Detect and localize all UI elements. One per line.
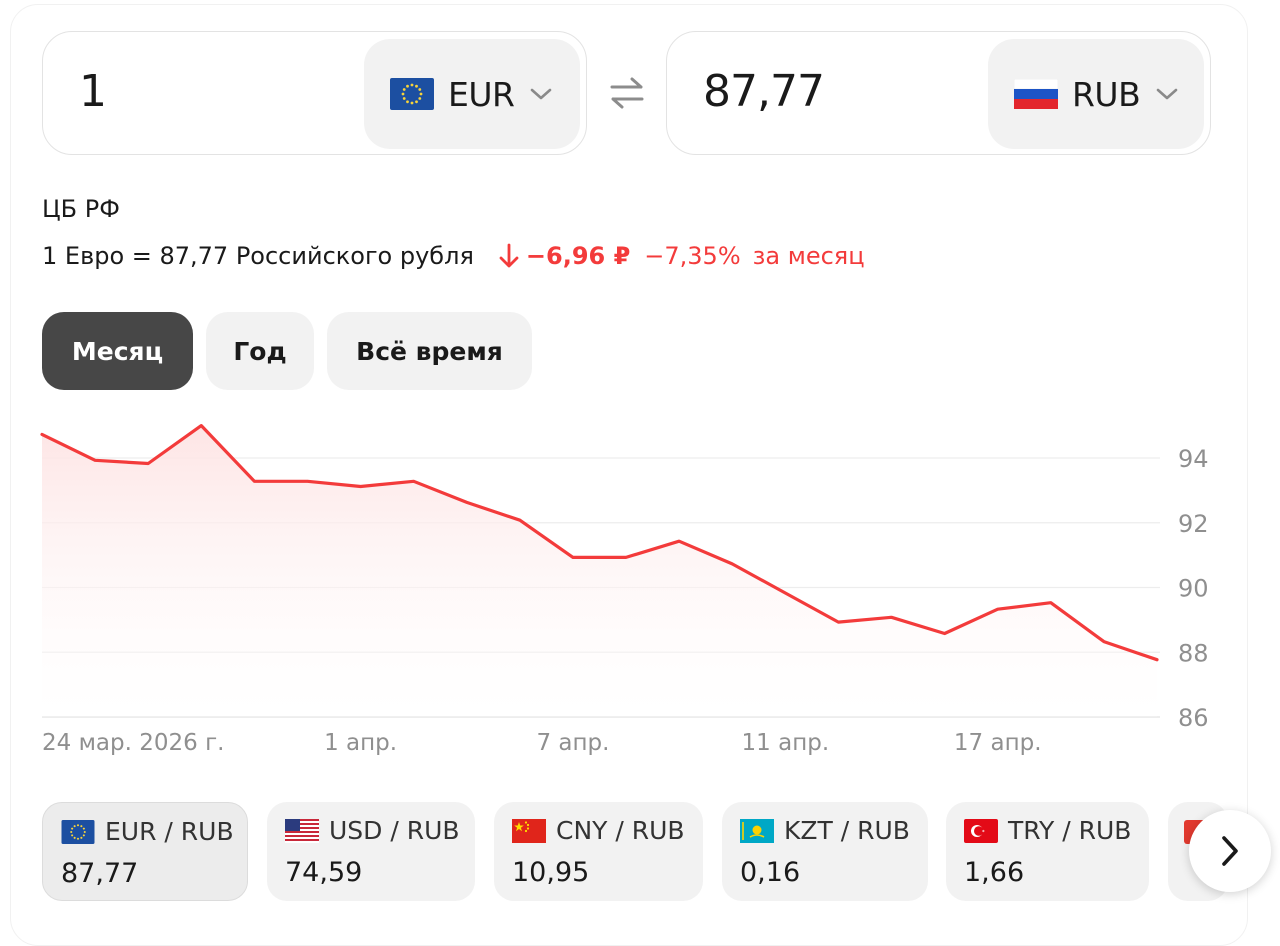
from-amount-input[interactable]: 1 (79, 66, 106, 117)
pair-kzt-rub[interactable]: KZT / RUB 0,16 (722, 802, 928, 901)
rate-summary: 1 Евро = 87,77 Российского рубля −6,96 ₽… (42, 242, 865, 270)
tr-flag-icon (964, 819, 998, 843)
chart-area-fill (42, 426, 1157, 717)
rate-change-period: за месяц (753, 242, 865, 270)
rate-chart: 94 92 90 88 86 24 мар. 2026 г. 1 апр. 7 апр. 11… (0, 400, 1280, 770)
x-tick-label: 11 апр. (742, 730, 830, 756)
pair-eur-rub[interactable]: EUR / RUB 87,77 (42, 802, 248, 901)
pair-name: CNY / RUB (556, 816, 685, 845)
tab-all-time[interactable]: Всё время (327, 312, 532, 390)
to-amount-input[interactable]: 87,77 (703, 66, 824, 117)
pair-value: 74,59 (285, 857, 362, 888)
arrow-down-icon (498, 243, 520, 269)
from-amount-box[interactable]: 1 EUR (42, 31, 587, 155)
pair-name: TRY / RUB (1008, 816, 1131, 845)
chevron-down-icon (530, 87, 552, 101)
rate-source: ЦБ РФ (42, 195, 120, 223)
to-currency-code: RUB (1072, 75, 1140, 114)
tab-year[interactable]: Год (206, 312, 314, 390)
tab-month[interactable]: Месяц (42, 312, 193, 390)
pair-name: EUR / RUB (105, 817, 234, 846)
pair-name: KZT / RUB (784, 816, 910, 845)
y-tick-label: 92 (1178, 510, 1209, 538)
eu-flag-icon (390, 78, 434, 110)
chevron-right-icon (1219, 834, 1241, 868)
y-tick-label: 88 (1178, 639, 1209, 667)
pair-cny-rub[interactable]: CNY / RUB 10,95 (494, 802, 703, 901)
pair-try-rub[interactable]: TRY / RUB 1,66 (946, 802, 1149, 901)
y-tick-label: 90 (1178, 575, 1209, 603)
chevron-down-icon (1156, 87, 1178, 101)
to-amount-box[interactable]: 87,77 RUB (666, 31, 1211, 155)
next-pairs-button[interactable] (1189, 810, 1271, 892)
x-tick-label: 7 апр. (536, 730, 609, 756)
y-tick-label: 86 (1178, 704, 1209, 732)
from-currency-code: EUR (448, 75, 514, 114)
pair-value: 1,66 (964, 857, 1024, 888)
to-currency-select[interactable]: RUB (988, 39, 1204, 149)
pair-name: USD / RUB (329, 816, 460, 845)
from-currency-select[interactable]: EUR (364, 39, 580, 149)
pair-usd-rub[interactable]: USD / RUB 74,59 (267, 802, 475, 901)
pair-value: 10,95 (512, 857, 589, 888)
swap-icon (608, 76, 646, 110)
x-tick-label: 1 апр. (324, 730, 397, 756)
swap-currencies-button[interactable] (606, 72, 648, 114)
cn-flag-icon (512, 819, 546, 843)
us-flag-icon (285, 819, 319, 843)
pair-value: 87,77 (61, 858, 138, 889)
rate-change-absolute: −6,96 ₽ (526, 242, 630, 270)
eu-flag-icon (61, 820, 95, 844)
ru-flag-icon (1014, 79, 1058, 109)
kz-flag-icon (740, 819, 774, 843)
rate-text: 1 Евро = 87,77 Российского рубля (42, 242, 474, 270)
rate-change-percent: −7,35% (644, 242, 740, 270)
x-tick-label: 17 апр. (954, 730, 1042, 756)
x-tick-label: 24 мар. 2026 г. (42, 730, 224, 756)
y-tick-label: 94 (1178, 445, 1209, 473)
pair-value: 0,16 (740, 857, 800, 888)
